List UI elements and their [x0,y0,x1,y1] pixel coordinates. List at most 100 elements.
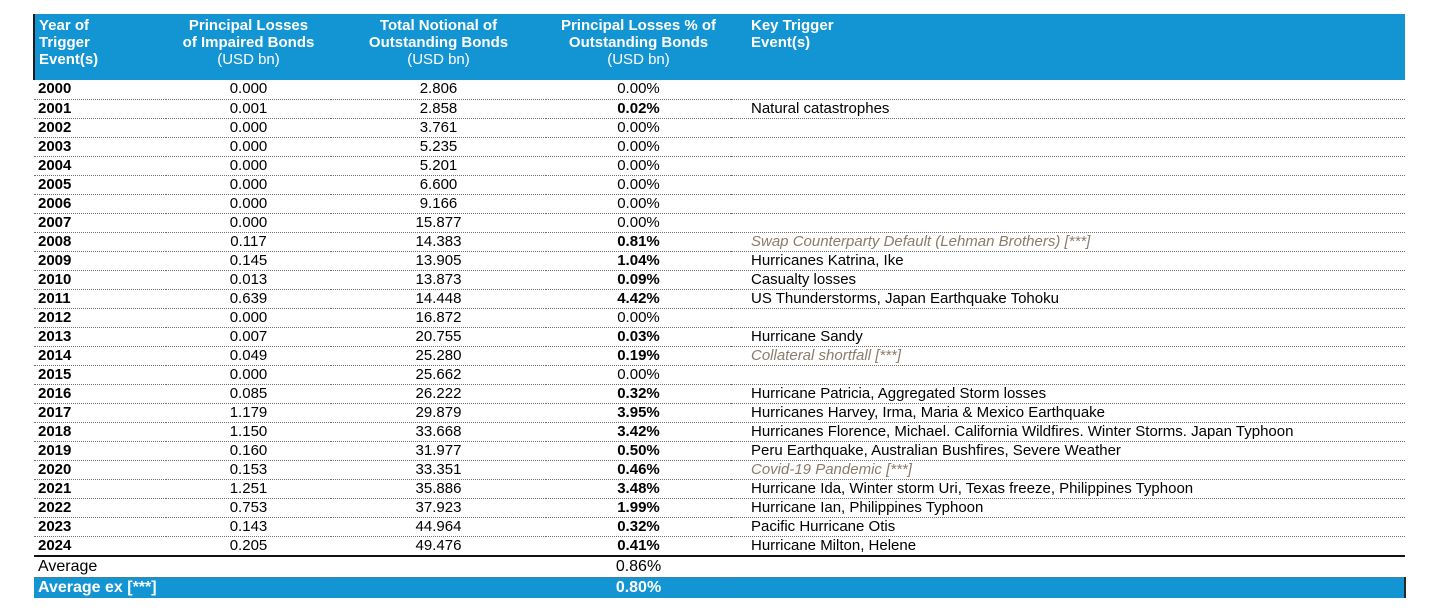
key-trigger-cell: Covid-19 Pandemic [***] [731,460,1405,480]
col-header-year: Year of Trigger Event(s) [33,14,166,80]
losses-pct-cell: 0.00% [546,137,731,157]
losses-pct-cell: 0.00% [546,118,731,138]
principal-losses-cell: 0.000 [166,80,331,100]
table-row: 2005 0.000 6.600 0.00% [34,175,1405,195]
data-table: Year of Trigger Event(s) Principal Losse… [33,14,1406,598]
principal-losses-cell: 0.013 [166,270,331,290]
key-trigger-cell [731,365,1405,385]
total-notional-cell: 49.476 [331,536,546,557]
principal-losses-cell: 1.150 [166,422,331,442]
losses-pct-cell: 0.02% [546,99,731,119]
cat-bond-loss-table: Year of Trigger Event(s) Principal Losse… [33,14,1406,598]
table-row: 2006 0.000 9.166 0.00% [34,194,1405,214]
year-cell: 2009 [34,251,166,271]
principal-losses-cell: 0.000 [166,175,331,195]
col-header-principal-losses-title: Principal Losses of Impaired Bonds [182,17,315,51]
table-row: 2021 1.251 35.886 3.48% Hurricane Ida, Winte… [34,479,1405,499]
table-row: 2023 0.143 44.964 0.32% Pacific Hurricane Ot… [34,517,1405,537]
principal-losses-cell: 0.000 [166,118,331,138]
year-cell: 2019 [34,441,166,461]
table-row: 2009 0.145 13.905 1.04% Hurricanes Katrina, … [34,251,1405,271]
total-notional-cell: 9.166 [331,194,546,214]
key-trigger-cell [731,175,1405,195]
year-cell: 2024 [34,536,166,557]
principal-losses-cell: 0.000 [166,137,331,157]
table-row: 2002 0.000 3.761 0.00% [34,118,1405,138]
key-trigger-cell [731,137,1405,157]
total-notional-cell: 13.873 [331,270,546,290]
table-row: 2018 1.150 33.668 3.42% Hurricanes Florence,… [34,422,1405,442]
table-row: 2014 0.049 25.280 0.19% Collateral shortfall… [34,346,1405,366]
table-row: 2015 0.000 25.662 0.00% [34,365,1405,385]
key-trigger-cell: Hurricanes Harvey, Irma, Maria & Mexico … [731,403,1405,423]
table-row: 2003 0.000 5.235 0.00% [34,137,1405,157]
total-notional-cell: 29.879 [331,403,546,423]
col-header-total-notional: Total Notional of Outstanding Bonds (USD … [331,14,546,80]
col-header-principal-losses: Principal Losses of Impaired Bonds (USD b… [166,14,331,80]
year-cell: 2006 [34,194,166,214]
total-notional-cell: 13.905 [331,251,546,271]
total-notional-cell: 25.280 [331,346,546,366]
principal-losses-cell: 0.007 [166,327,331,347]
losses-pct-cell: 1.04% [546,251,731,271]
col-header-principal-losses-unit: (USD bn) [217,51,280,68]
total-notional-cell: 3.761 [331,118,546,138]
year-cell: 2001 [34,99,166,119]
principal-losses-cell: 1.179 [166,403,331,423]
average-ex-label: Average ex [***] [34,577,546,598]
total-notional-cell: 14.448 [331,289,546,309]
principal-losses-cell: 0.143 [166,517,331,537]
losses-pct-cell: 0.32% [546,517,731,537]
table-row: 2022 0.753 37.923 1.99% Hurricane Ian, Phili… [34,498,1405,518]
table-row: 2008 0.117 14.383 0.81% Swap Counterparty De… [34,232,1405,252]
key-trigger-cell: Casualty losses [731,270,1405,290]
average-ex-row: Average ex [***] 0.80% [34,577,1406,598]
total-notional-cell: 31.977 [331,441,546,461]
principal-losses-cell: 0.145 [166,251,331,271]
losses-pct-cell: 0.00% [546,365,731,385]
col-header-losses-pct: Principal Losses % of Outstanding Bonds(… [546,14,731,80]
col-header-losses-pct-title: Principal Losses % of Outstanding Bonds [560,17,717,51]
losses-pct-cell: 0.41% [546,536,731,557]
principal-losses-cell: 0.753 [166,498,331,518]
key-trigger-cell: Hurricane Patricia, Aggregated Storm los… [731,384,1405,404]
principal-losses-cell: 0.117 [166,232,331,252]
principal-losses-cell: 0.000 [166,308,331,328]
table-row: 2024 0.205 49.476 0.41% Hurricane Milton, He… [34,536,1405,557]
table-row: 2010 0.013 13.873 0.09% Casualty losses [34,270,1405,290]
total-notional-cell: 33.668 [331,422,546,442]
losses-pct-cell: 3.48% [546,479,731,499]
table-row: 2004 0.000 5.201 0.00% [34,156,1405,176]
losses-pct-cell: 0.09% [546,270,731,290]
table-row: 2020 0.153 33.351 0.46% Covid-19 Pandemic [*… [34,460,1405,480]
average-pct-value: 0.86% [546,555,731,578]
year-cell: 2020 [34,460,166,480]
losses-pct-cell: 0.00% [546,194,731,214]
average-ex-trigger-cell [731,577,1406,598]
principal-losses-cell: 0.639 [166,289,331,309]
year-cell: 2021 [34,479,166,499]
col-header-total-notional-title: Total Notional of Outstanding Bonds [368,17,509,51]
year-cell: 2014 [34,346,166,366]
col-header-losses-pct-unit: (USD bn) [607,51,670,68]
year-cell: 2000 [34,80,166,100]
principal-losses-cell: 0.160 [166,441,331,461]
key-trigger-cell: Collateral shortfall [***] [731,346,1405,366]
losses-pct-cell: 4.42% [546,289,731,309]
losses-pct-cell: 0.32% [546,384,731,404]
col-header-total-notional-unit: (USD bn) [407,51,470,68]
key-trigger-cell [731,213,1405,233]
average-trigger-cell [731,555,1405,578]
year-cell: 2016 [34,384,166,404]
key-trigger-cell [731,156,1405,176]
year-cell: 2008 [34,232,166,252]
total-notional-cell: 6.600 [331,175,546,195]
key-trigger-cell [731,118,1405,138]
losses-pct-cell: 0.00% [546,156,731,176]
table-row: 2019 0.160 31.977 0.50% Peru Earthquake, Aus… [34,441,1405,461]
losses-pct-cell: 1.99% [546,498,731,518]
average-row: Average 0.86% [34,555,1405,578]
year-cell: 2013 [34,327,166,347]
principal-losses-cell: 0.085 [166,384,331,404]
header-row: Year of Trigger Event(s) Principal Losse… [33,14,1405,80]
